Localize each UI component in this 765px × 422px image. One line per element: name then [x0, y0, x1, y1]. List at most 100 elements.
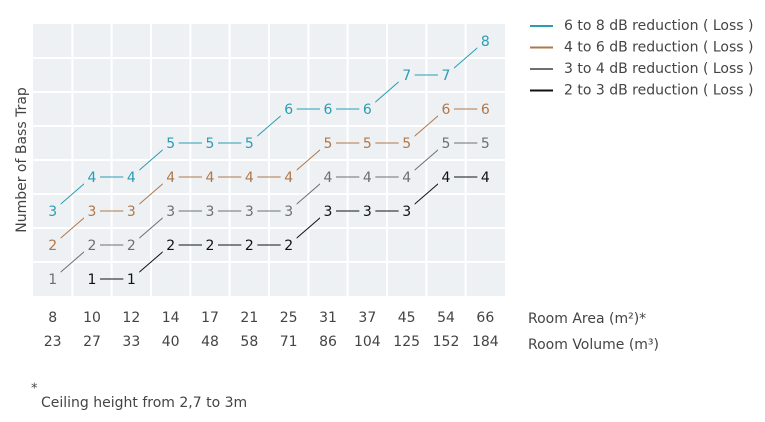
x2-tick-label: 152	[433, 334, 460, 350]
data-label: 2	[206, 238, 215, 254]
label-backdrop	[202, 168, 218, 186]
label-backdrop	[320, 168, 336, 186]
data-label: 6	[324, 102, 333, 118]
data-label: 5	[363, 136, 372, 152]
data-label: 4	[127, 170, 136, 186]
label-backdrop	[280, 100, 297, 118]
x-tick-label: 54	[437, 310, 455, 326]
data-label: 1	[127, 272, 136, 288]
data-label: 5	[245, 136, 254, 152]
label-backdrop	[477, 32, 494, 50]
data-label: 3	[363, 204, 372, 220]
data-label: 3	[324, 204, 333, 220]
data-label: 6	[442, 102, 451, 118]
label-backdrop	[398, 134, 415, 152]
x-tick-label: 25	[280, 310, 298, 326]
label-backdrop	[162, 134, 179, 152]
label-backdrop	[241, 236, 258, 254]
data-label: 2	[284, 238, 293, 254]
label-backdrop	[320, 202, 336, 220]
label-backdrop	[162, 236, 179, 254]
data-label: 5	[481, 136, 490, 152]
data-label: 4	[442, 170, 451, 186]
label-backdrop	[320, 134, 336, 152]
data-label: 4	[481, 170, 490, 186]
label-backdrop	[123, 168, 140, 186]
data-label: 7	[442, 68, 451, 84]
data-label: 4	[402, 170, 411, 186]
footnote: Ceiling height from 2,7 to 3m	[41, 395, 247, 411]
label-backdrop	[123, 202, 140, 220]
data-label: 5	[402, 136, 411, 152]
data-label: 5	[206, 136, 215, 152]
data-label: 2	[245, 238, 254, 254]
legend-label: 3 to 4 dB reduction ( Loss )	[564, 61, 753, 77]
data-label: 2	[166, 238, 175, 254]
x-tick-label: 45	[398, 310, 416, 326]
data-label: 6	[481, 102, 490, 118]
data-label: 2	[48, 238, 57, 254]
footnote-symbol: *	[31, 382, 38, 397]
label-backdrop	[280, 236, 297, 254]
x-tick-label: 14	[162, 310, 180, 326]
x2-tick-label: 86	[319, 334, 337, 350]
data-label: 7	[402, 68, 411, 84]
data-label: 1	[88, 272, 97, 288]
x2-tick-label: 23	[44, 334, 62, 350]
label-backdrop	[162, 168, 179, 186]
data-label: 4	[363, 170, 372, 186]
label-backdrop	[84, 236, 100, 254]
label-backdrop	[84, 168, 100, 186]
label-backdrop	[398, 66, 415, 84]
data-label: 6	[284, 102, 293, 118]
data-label: 5	[442, 136, 451, 152]
label-backdrop	[123, 236, 140, 254]
data-label: 3	[245, 204, 254, 220]
data-label: 4	[206, 170, 215, 186]
x2-tick-label: 184	[472, 334, 499, 350]
data-label: 4	[88, 170, 97, 186]
x-tick-label: 21	[240, 310, 258, 326]
label-backdrop	[398, 168, 415, 186]
label-backdrop	[359, 100, 376, 118]
x2-tick-label: 125	[393, 334, 420, 350]
data-label: 6	[363, 102, 372, 118]
data-label: 3	[402, 204, 411, 220]
x-tick-label: 31	[319, 310, 337, 326]
x-tick-label: 10	[83, 310, 101, 326]
label-backdrop	[438, 66, 454, 84]
label-backdrop	[477, 134, 494, 152]
data-label: 3	[166, 204, 175, 220]
legend-label: 4 to 6 dB reduction ( Loss )	[564, 40, 753, 56]
data-label: 4	[166, 170, 175, 186]
data-label: 8	[481, 34, 490, 50]
label-backdrop	[477, 168, 494, 186]
label-backdrop	[438, 134, 454, 152]
label-backdrop	[398, 202, 415, 220]
data-label: 4	[324, 170, 333, 186]
legend-label: 2 to 3 dB reduction ( Loss )	[564, 83, 753, 99]
data-label: 1	[48, 272, 57, 288]
label-backdrop	[359, 168, 376, 186]
label-backdrop	[438, 168, 454, 186]
data-label: 3	[88, 204, 97, 220]
label-backdrop	[477, 100, 494, 118]
legend-label: 6 to 8 dB reduction ( Loss )	[564, 18, 753, 34]
data-label: 3	[127, 204, 136, 220]
label-backdrop	[280, 168, 297, 186]
label-backdrop	[44, 270, 61, 288]
x2-tick-label: 33	[122, 334, 140, 350]
data-label: 5	[324, 136, 333, 152]
label-backdrop	[202, 202, 218, 220]
label-backdrop	[202, 134, 218, 152]
label-backdrop	[280, 202, 297, 220]
label-backdrop	[320, 100, 336, 118]
x2-tick-label: 71	[280, 334, 298, 350]
label-backdrop	[123, 270, 140, 288]
label-backdrop	[202, 236, 218, 254]
data-label: 2	[127, 238, 136, 254]
x-tick-label: 12	[122, 310, 140, 326]
y-axis-label: Number of Bass Trap	[14, 87, 30, 233]
label-backdrop	[241, 168, 258, 186]
label-backdrop	[359, 134, 376, 152]
